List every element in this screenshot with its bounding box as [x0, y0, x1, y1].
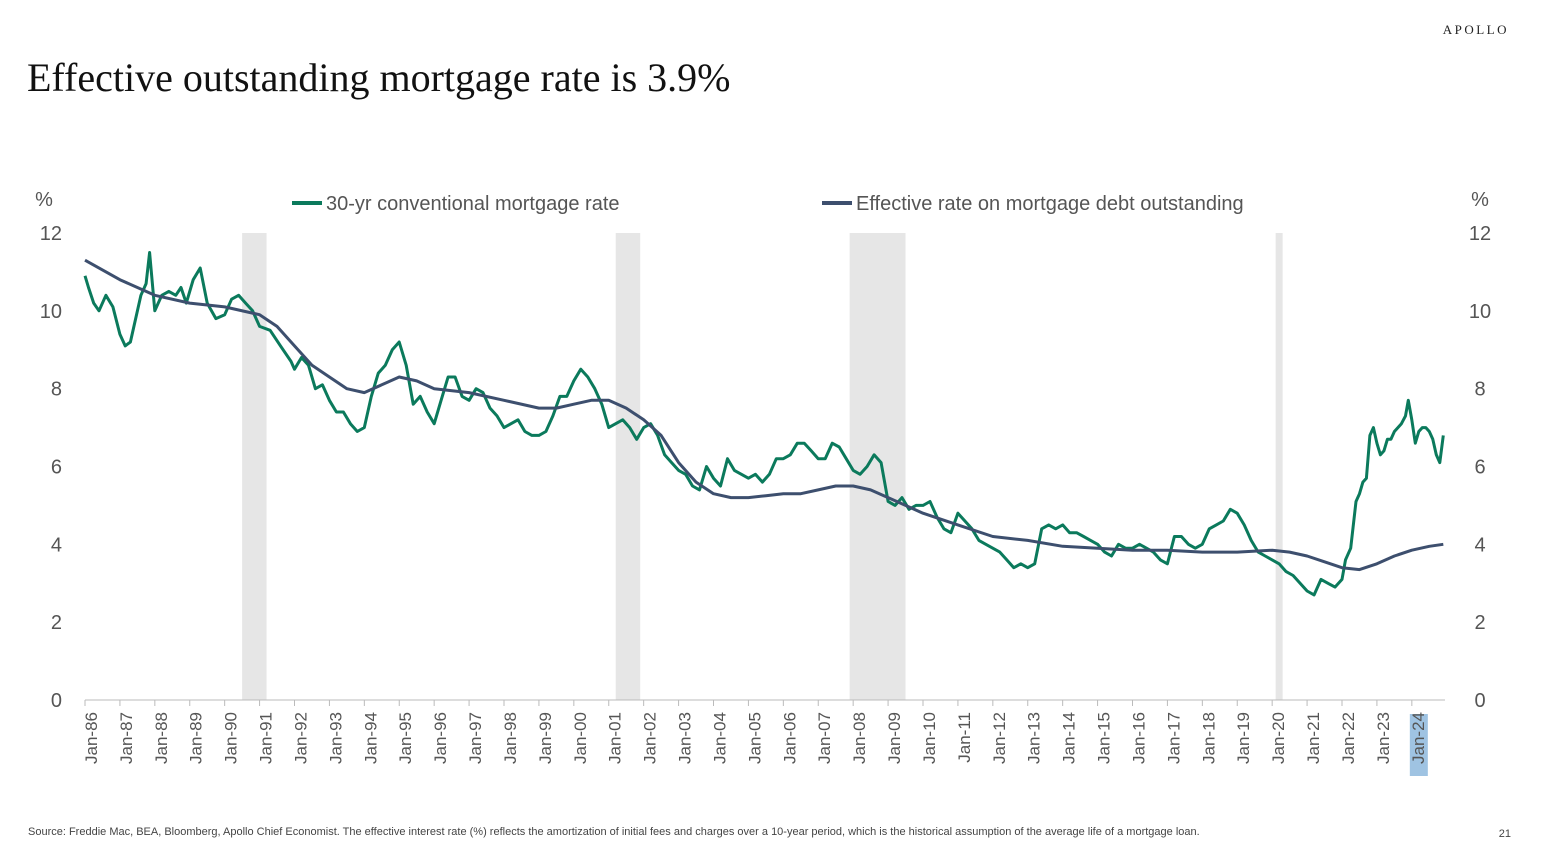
y-tick-right-2: 2 [1474, 612, 1485, 634]
x-tick-highlight [1409, 714, 1428, 776]
x-tick-label-Jan-24: Jan-24 [1409, 712, 1428, 764]
x-tick-label-Jan-20: Jan-20 [1269, 712, 1288, 764]
x-tick-label-Jan-97: Jan-97 [466, 712, 485, 764]
x-tick-label-Jan-13: Jan-13 [1025, 712, 1044, 764]
x-tick-label-Jan-05: Jan-05 [745, 712, 764, 764]
page-number: 21 [1498, 828, 1511, 840]
line-chart: % % 30-yr conventional mortgage rate Eff… [35, 189, 1491, 776]
x-ticks: Jan-86 Jan-87 Jan-88 Jan-89 Jan-90 Jan-91 Jan-… [82, 700, 1428, 776]
x-tick-label-Jan-15: Jan-15 [1095, 712, 1114, 764]
x-tick-label-Jan-87: Jan-87 [117, 712, 136, 764]
x-tick-label-Jan-23: Jan-23 [1374, 712, 1393, 764]
source-note: Source: Freddie Mac, BEA, Bloomberg, Apo… [28, 826, 1200, 838]
y-tick-left-8: 8 [51, 379, 62, 401]
x-tick-label-Jan-11: Jan-11 [955, 712, 974, 763]
y-tick-left-10: 10 [40, 301, 62, 323]
x-tick-label-Jan-07: Jan-07 [815, 712, 834, 764]
x-tick-label-Jan-06: Jan-06 [780, 712, 799, 764]
y-tick-right-12: 12 [1469, 223, 1491, 245]
y-ticks: 0 0 2 2 4 4 6 6 8 8 10 10 12 12 [40, 223, 1491, 712]
x-tick-label-Jan-94: Jan-94 [361, 712, 380, 764]
legend-label-effective: Effective rate on mortgage debt outstand… [856, 193, 1244, 215]
y-tick-left-6: 6 [51, 457, 62, 479]
y-tick-left-2: 2 [51, 612, 62, 634]
x-tick-label-Jan-17: Jan-17 [1164, 712, 1183, 764]
x-tick-label-Jan-16: Jan-16 [1129, 712, 1148, 764]
x-tick-label-Jan-86: Jan-86 [82, 712, 101, 764]
x-tick-label-Jan-22: Jan-22 [1339, 712, 1358, 764]
x-tick-label-Jan-19: Jan-19 [1234, 712, 1253, 764]
y-tick-left-0: 0 [51, 690, 62, 712]
recession-band-1 [615, 233, 641, 700]
y-tick-left-12: 12 [40, 223, 62, 245]
x-tick-label-Jan-21: Jan-21 [1304, 712, 1323, 764]
x-tick-label-Jan-03: Jan-03 [676, 712, 695, 764]
legend-label-30yr: 30-yr conventional mortgage rate [326, 193, 620, 215]
y-axis-unit-right: % [1471, 189, 1489, 211]
x-tick-label-Jan-09: Jan-09 [885, 712, 904, 764]
recession-band-2 [849, 233, 906, 700]
x-tick-label-Jan-95: Jan-95 [396, 712, 415, 764]
chart-title: Effective outstanding mortgage rate is 3… [27, 55, 731, 100]
x-tick-label-Jan-00: Jan-00 [571, 712, 590, 764]
y-tick-right-6: 6 [1474, 457, 1485, 479]
x-tick-label-Jan-01: Jan-01 [606, 712, 625, 764]
x-tick-label-Jan-10: Jan-10 [920, 712, 939, 764]
x-tick-label-Jan-02: Jan-02 [641, 712, 660, 764]
y-tick-right-4: 4 [1474, 534, 1485, 556]
series-line-30yr-mortgage-rate [83, 251, 1445, 597]
x-tick-label-Jan-18: Jan-18 [1199, 712, 1218, 764]
x-tick-label-Jan-93: Jan-93 [326, 712, 345, 764]
x-tick-label-Jan-90: Jan-90 [222, 712, 241, 764]
x-tick-label-Jan-98: Jan-98 [501, 712, 520, 764]
y-tick-right-10: 10 [1469, 301, 1491, 323]
x-tick-label-Jan-14: Jan-14 [1060, 712, 1079, 764]
x-tick-label-Jan-89: Jan-89 [187, 712, 206, 764]
y-tick-left-4: 4 [51, 534, 62, 556]
x-tick-label-Jan-92: Jan-92 [291, 712, 310, 764]
y-tick-right-0: 0 [1474, 690, 1485, 712]
recession-band-3 [1275, 233, 1283, 700]
y-axis-unit-left: % [35, 189, 53, 211]
legend: 30-yr conventional mortgage rate Effecti… [292, 193, 1244, 215]
x-tick-label-Jan-96: Jan-96 [431, 712, 450, 764]
y-tick-right-8: 8 [1474, 379, 1485, 401]
x-tick-label-Jan-88: Jan-88 [152, 712, 171, 764]
x-tick-label-Jan-99: Jan-99 [536, 712, 555, 764]
series-line-effective-rate [84, 258, 1444, 572]
x-tick-label-Jan-12: Jan-12 [990, 712, 1009, 764]
recession-bands [242, 233, 1283, 700]
x-tick-label-Jan-08: Jan-08 [850, 712, 869, 764]
x-tick-label-Jan-04: Jan-04 [710, 712, 729, 764]
brand-logo: APOLLO [1442, 22, 1509, 37]
x-tick-label-Jan-91: Jan-91 [257, 712, 276, 764]
series [83, 251, 1445, 597]
